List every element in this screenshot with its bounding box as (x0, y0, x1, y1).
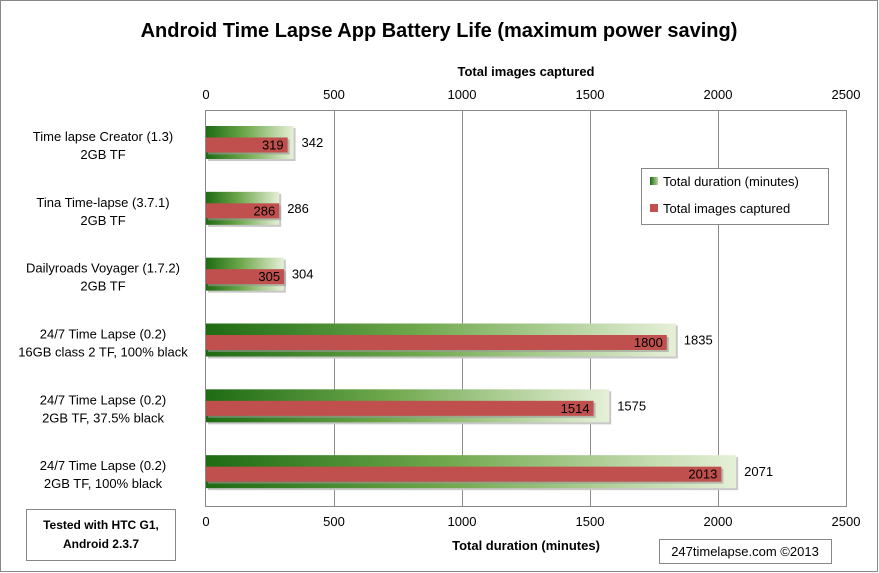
images-data-label: 286 (254, 203, 276, 218)
bars (206, 126, 739, 491)
data-labels: 319 342 286 286 305 304 1800 1835 1514 1575 2013 20… (254, 135, 774, 482)
note-box-frame (26, 509, 176, 561)
legend-swatch-duration (650, 177, 658, 185)
credit-text: 247timelapse.com ©2013 (671, 544, 819, 559)
bottom-tick-label: 1500 (576, 514, 605, 529)
bottom-tick-label: 0 (202, 514, 209, 529)
legend: Total duration (minutes) Total images ca… (641, 168, 829, 225)
bottom-tick-label: 500 (323, 514, 345, 529)
top-tick-label: 0 (202, 87, 209, 102)
legend-box (641, 168, 829, 225)
category-label: 16GB class 2 TF, 100% black (18, 344, 188, 359)
bottom-tick-label: 2000 (704, 514, 733, 529)
chart-title: Android Time Lapse App Battery Life (max… (141, 20, 738, 42)
top-tick-label: 1000 (448, 87, 477, 102)
top-tick-label: 1500 (576, 87, 605, 102)
duration-data-label: 342 (302, 135, 324, 150)
legend-label-images: Total images captured (663, 201, 790, 216)
images-bar (206, 269, 285, 285)
bottom-tick-label: 2500 (832, 514, 861, 529)
top-tick-label: 500 (323, 87, 345, 102)
duration-data-label: 1835 (684, 333, 713, 348)
images-bar (206, 137, 288, 153)
images-data-label: 2013 (688, 467, 717, 482)
top-axis-label: Total images captured (457, 64, 594, 79)
images-bar (206, 466, 722, 482)
bottom-axis-label: Total duration (minutes) (452, 538, 600, 553)
duration-data-label: 304 (292, 267, 314, 282)
legend-swatch-images (650, 204, 658, 212)
credit-box: 247timelapse.com ©2013 (659, 539, 832, 564)
note-box: Tested with HTC G1, Android 2.3.7 (26, 509, 176, 561)
credit-box-frame (659, 539, 832, 564)
category-label: Time lapse Creator (1.3) (33, 129, 173, 144)
note-line-2: Android 2.3.7 (63, 537, 139, 551)
category-label: 24/7 Time Lapse (0.2) (40, 392, 166, 407)
legend-label-duration: Total duration (minutes) (663, 174, 799, 189)
category-label: 24/7 Time Lapse (0.2) (40, 326, 166, 341)
images-data-label: 319 (262, 138, 284, 153)
duration-data-label: 1575 (617, 398, 646, 413)
top-tick-label: 2500 (832, 87, 861, 102)
category-label: 2GB TF (80, 279, 125, 294)
images-bar (206, 400, 594, 416)
category-label: Dailyroads Voyager (1.7.2) (26, 261, 180, 276)
plot-area-border (205, 110, 847, 507)
tick-labels: 0 0 500 500 1000 1000 1500 1500 2000 2000 2500 2500 (202, 87, 860, 529)
images-bar (206, 335, 667, 350)
top-tick-label: 2000 (704, 87, 733, 102)
category-label: Tina Time-lapse (3.7.1) (36, 195, 169, 210)
duration-data-label: 2071 (744, 464, 773, 479)
category-labels: Time lapse Creator (1.3) 2GB TF Tina Time-… (18, 129, 188, 491)
bottom-tick-label: 1000 (448, 514, 477, 529)
note-line-1: Tested with HTC G1, (43, 518, 159, 532)
images-data-label: 1514 (561, 401, 590, 416)
images-data-label: 1800 (634, 335, 663, 350)
category-label: 24/7 Time Lapse (0.2) (40, 458, 166, 473)
category-label: 2GB TF (80, 213, 125, 228)
category-label: 2GB TF, 100% black (44, 476, 163, 491)
images-data-label: 305 (258, 269, 280, 284)
images-bar (206, 203, 280, 219)
duration-data-label: 286 (287, 201, 309, 216)
category-label: 2GB TF, 37.5% black (42, 410, 164, 425)
category-label: 2GB TF (80, 147, 125, 162)
